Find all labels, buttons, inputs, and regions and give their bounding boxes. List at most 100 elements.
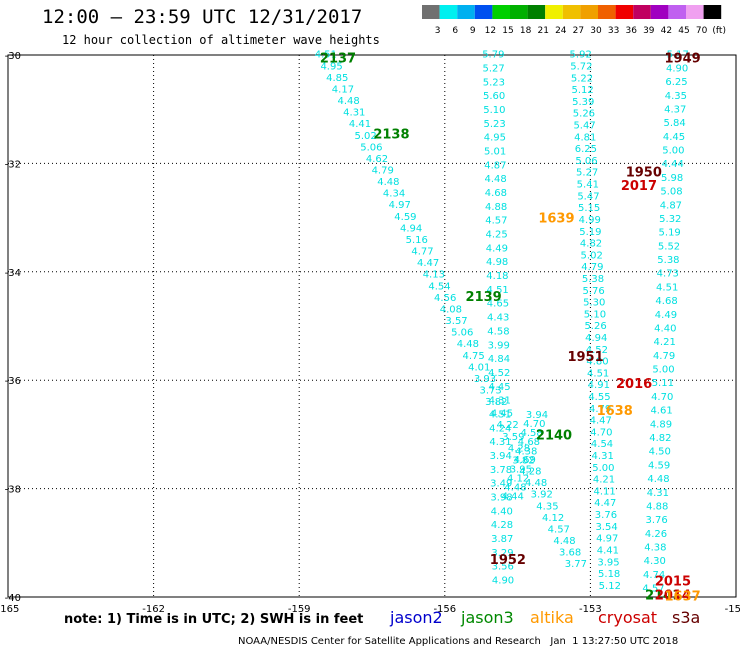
swh-value: 5.10 (584, 309, 606, 320)
swh-value: 4.65 (487, 299, 509, 310)
colorbar-label: 36 (625, 26, 637, 36)
footer-credit: NOAA/NESDIS Center for Satellite Applica… (238, 636, 679, 647)
swh-value: 4.70 (523, 419, 545, 430)
swh-value: 5.15 (578, 203, 600, 214)
swh-value: 4.87 (484, 160, 506, 171)
swh-value: 4.45 (663, 132, 685, 143)
swh-value: 5.92 (570, 50, 592, 61)
swh-value: 4.18 (486, 271, 508, 282)
swh-value: 4.51 (489, 409, 511, 420)
track-label: 1637 (665, 589, 701, 604)
swh-value: 5.02 (581, 250, 603, 261)
swh-value: 3.49 (490, 479, 512, 490)
swh-value: 4.13 (423, 270, 445, 281)
swh-value: 5.08 (660, 187, 682, 198)
colorbar-label: 33 (608, 26, 619, 36)
colorbar-label: 42 (661, 26, 672, 36)
swh-value: 4.22 (497, 420, 519, 431)
swh-value: 5.23 (483, 119, 505, 130)
swh-value: 4.52 (586, 345, 608, 356)
colorbar-label: 18 (520, 26, 532, 36)
swh-value: 4.49 (655, 310, 677, 321)
colorbar-swatch (668, 5, 686, 19)
swh-value: 4.99 (579, 215, 601, 226)
swh-value: 5.60 (483, 91, 505, 102)
swh-value: 4.50 (649, 447, 671, 458)
swh-value: 4.41 (349, 119, 371, 130)
swh-value: 4.74 (643, 570, 665, 581)
swh-value: 4.38 (515, 446, 537, 457)
track-label: 2139 (466, 290, 502, 305)
swh-value: 5.10 (483, 105, 505, 116)
colorbar-label: 21 (537, 26, 548, 36)
track-label: 1951 (567, 350, 603, 365)
swh-value: 3.76 (645, 515, 667, 526)
y-tick-label: -30 (5, 51, 21, 62)
swh-value: 3.68 (559, 548, 581, 559)
swh-value: 4.35 (536, 501, 558, 512)
swh-value: 4.40 (491, 506, 513, 517)
colorbar-label: 6 (452, 26, 458, 36)
chart-title: 12:00 – 23:59 UTC 12/31/2017 (42, 6, 363, 28)
swh-value: 4.98 (486, 257, 508, 268)
swh-value: 4.88 (485, 202, 507, 213)
swh-value: 4.91 (588, 380, 610, 391)
swh-value: 4.59 (394, 212, 416, 223)
colorbar-label: 9 (470, 26, 476, 36)
color-legend: 3 6 9 12 15 18 21 24 27 30 33 36 39 42 45 70 (ft) (422, 5, 726, 36)
swh-value: 5.39 (572, 97, 594, 108)
swh-value: 4.17 (332, 84, 354, 95)
legend-jason2: jason2 (390, 608, 443, 627)
swh-value: 4.47 (417, 258, 439, 269)
swh-value: 5.06 (575, 156, 597, 167)
swh-value: 4.61 (650, 406, 672, 417)
swh-value: 4.43 (487, 313, 509, 324)
swh-value: 4.97 (596, 534, 618, 545)
swh-value: 4.26 (645, 529, 667, 540)
note-text: note: 1) Time is in UTC; 2) SWH is in fe… (64, 612, 364, 627)
x-tick-label: -150 (725, 604, 740, 615)
swh-value: 4.34 (383, 189, 405, 200)
swh-value: 4.89 (650, 419, 672, 430)
swh-value: 4.24 (489, 423, 511, 434)
swh-value: 3.94 (526, 410, 548, 421)
colorbar-swatch (527, 5, 546, 19)
swh-value: 3.93 (474, 374, 496, 385)
colorbar-swatch (545, 5, 563, 19)
track-label: 1638 (597, 404, 633, 419)
swh-value: 3.95 (597, 557, 619, 568)
track-label: 2140 (536, 428, 572, 443)
swh-value: 5.17 (667, 50, 689, 61)
track-label: 1950 (626, 166, 662, 181)
swh-value: 3.78 (490, 465, 512, 476)
swh-value: 4.79 (653, 351, 675, 362)
swh-value: 3.99 (488, 340, 510, 351)
swh-value: 5.19 (579, 227, 601, 238)
swh-value: 4.79 (372, 166, 394, 177)
swh-value: 4.57 (485, 216, 507, 227)
swh-value: 4.38 (644, 543, 666, 554)
swh-value: 4.81 (574, 132, 596, 143)
swh-value: 4.12 (507, 473, 529, 484)
legend-cryosat: cryosat (598, 608, 658, 627)
swh-value: 4.87 (660, 200, 682, 211)
swh-value: 4.95 (484, 133, 506, 144)
colorbar-label: 45 (678, 26, 689, 36)
swh-value: 4.47 (590, 416, 612, 427)
track-label: 1639 (538, 212, 574, 227)
swh-value: 3.56 (492, 562, 514, 573)
swh-value: 4.68 (485, 188, 507, 199)
swh-value: 5.98 (661, 173, 683, 184)
colorbar-label: 30 (590, 26, 602, 36)
swh-value: 4.73 (657, 269, 679, 280)
swh-value: 3.57 (445, 316, 467, 327)
swh-value: 4.84 (488, 354, 510, 365)
swh-value: 3.54 (595, 522, 617, 533)
swh-value: 5.27 (576, 168, 598, 179)
swh-value: 5.00 (652, 365, 674, 376)
swh-value: 4.35 (665, 91, 687, 102)
swh-value: 4.80 (586, 357, 608, 368)
swh-value: 4.48 (457, 339, 479, 350)
swh-value: 3.29 (491, 548, 513, 559)
